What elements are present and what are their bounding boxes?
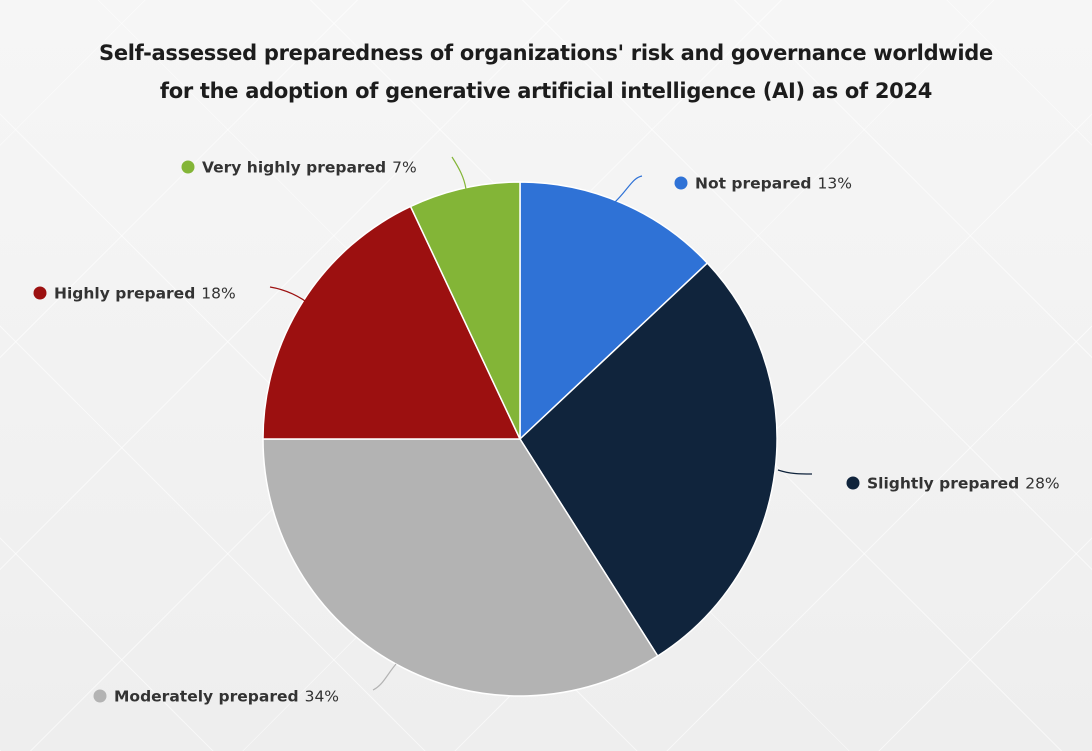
slice-highly-prepared <box>262 205 522 440</box>
label-name-very-highly-prepared: Very highly prepared <box>202 159 386 177</box>
legend-dot-highly-prepared <box>33 286 47 300</box>
leader-moderately-prepared <box>372 663 397 691</box>
data-labels: Not prepared 13% Slightly prepared 28% Moder… <box>33 159 1060 706</box>
label-value-highly-prepared: 18% <box>201 285 235 303</box>
leader-highly-prepared <box>269 286 313 307</box>
label-name-not-prepared: Not prepared <box>695 175 812 193</box>
data-label-highly-prepared: Highly prepared 18% <box>54 285 236 303</box>
chart-title-line-2: for the adoption of generative artificia… <box>159 79 933 103</box>
slice-slightly-prepared <box>519 262 778 658</box>
data-label-moderately-prepared: Moderately prepared 34% <box>114 688 339 706</box>
chart-title-line-1: Self-assessed preparedness of organizati… <box>99 41 993 65</box>
label-value-slightly-prepared: 28% <box>1025 475 1059 493</box>
label-value-moderately-prepared: 34% <box>305 688 339 706</box>
label-value-very-highly-prepared: 7% <box>392 159 417 177</box>
leader-very-highly-prepared <box>451 156 467 190</box>
label-name-moderately-prepared: Moderately prepared <box>114 688 299 706</box>
label-value-not-prepared: 13% <box>818 175 852 193</box>
legend-dot-not-prepared <box>674 176 688 190</box>
legend-dot-moderately-prepared <box>93 689 107 703</box>
leader-not-prepared <box>613 175 643 204</box>
leader-lines <box>269 156 813 691</box>
leader-slightly-prepared <box>777 469 813 475</box>
legend-dot-very-highly-prepared <box>181 160 195 174</box>
label-name-slightly-prepared: Slightly prepared <box>867 475 1019 493</box>
data-label-not-prepared: Not prepared 13% <box>695 175 852 193</box>
slice-not-prepared <box>519 181 709 441</box>
data-label-slightly-prepared: Slightly prepared 28% <box>867 475 1060 493</box>
slice-very-highly-prepared <box>409 181 521 440</box>
label-name-highly-prepared: Highly prepared <box>54 285 195 303</box>
pie-slices <box>262 181 778 697</box>
legend-dot-slightly-prepared <box>846 476 860 490</box>
data-label-very-highly-prepared: Very highly prepared 7% <box>202 159 417 177</box>
chart-title: Self-assessed preparedness of organizati… <box>0 34 1092 110</box>
